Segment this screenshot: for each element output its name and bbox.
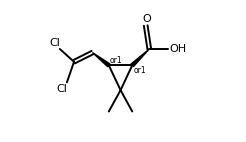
Polygon shape — [92, 53, 110, 67]
Text: Cl: Cl — [57, 84, 68, 94]
Text: or1: or1 — [109, 56, 122, 65]
Text: O: O — [143, 14, 152, 24]
Text: Cl: Cl — [49, 38, 60, 48]
Text: OH: OH — [169, 44, 186, 54]
Text: or1: or1 — [133, 66, 146, 75]
Polygon shape — [131, 49, 149, 67]
